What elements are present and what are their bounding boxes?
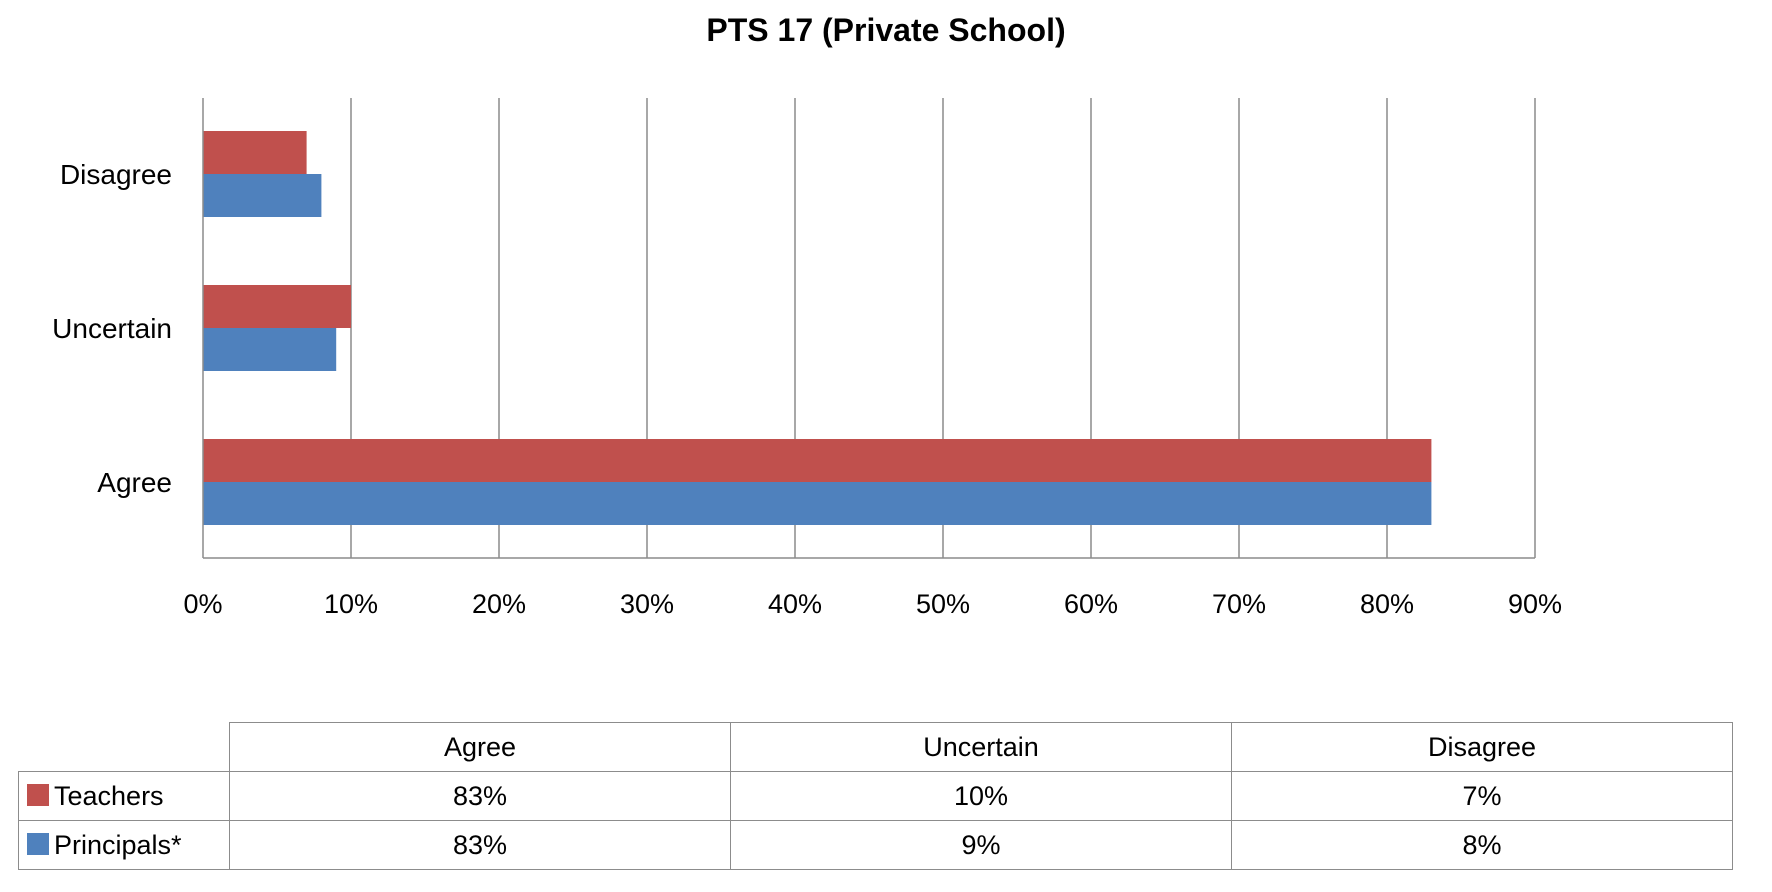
table-cell-principals-disagree: 8%	[1231, 820, 1733, 870]
bar-teachers-agree	[203, 439, 1432, 482]
table-cell-teachers-uncertain: 10%	[730, 771, 1232, 821]
x-tick-label-30: 30%	[620, 589, 674, 619]
x-tick-label-50: 50%	[916, 589, 970, 619]
table-row-teachers: Teachers 83% 10% 7%	[18, 771, 1733, 821]
bar-teachers-disagree	[203, 131, 307, 174]
x-tick-label-20: 20%	[472, 589, 526, 619]
table-cell-teachers-disagree: 7%	[1231, 771, 1733, 821]
table-header-disagree: Disagree	[1231, 722, 1733, 772]
legend-entry-teachers: Teachers	[18, 771, 230, 821]
table-header-row: Agree Uncertain Disagree	[18, 722, 1733, 772]
principals-swatch	[27, 833, 49, 856]
axes	[202, 98, 1535, 559]
x-tick-label-90: 90%	[1508, 589, 1562, 619]
teachers-swatch	[27, 784, 49, 807]
bar-principals-agree	[203, 482, 1432, 525]
x-tick-label-70: 70%	[1212, 589, 1266, 619]
axis-labels: 0% 10% 20% 30% 40% 50% 60% 70% 80% 90% Agree Uncert…	[52, 159, 1562, 619]
table-cell-principals-uncertain: 9%	[730, 820, 1232, 870]
x-tick-label-10: 10%	[324, 589, 378, 619]
bar-principals-disagree	[203, 174, 322, 217]
y-category-label-disagree: Disagree	[60, 159, 172, 190]
y-category-label-uncertain: Uncertain	[52, 313, 172, 344]
x-tick-label-40: 40%	[768, 589, 822, 619]
legend-entry-principals: Principals*	[18, 820, 230, 870]
bar-teachers-uncertain	[203, 285, 351, 328]
y-category-label-agree: Agree	[97, 467, 172, 498]
legend-label-teachers: Teachers	[54, 780, 164, 811]
table-cell-principals-agree: 83%	[229, 820, 731, 870]
table-header-uncertain: Uncertain	[730, 722, 1232, 772]
x-tick-label-80: 80%	[1360, 589, 1414, 619]
x-tick-label-0: 0%	[183, 589, 222, 619]
table-row-principals: Principals* 83% 9% 8%	[18, 820, 1733, 870]
table-corner-cell	[18, 722, 230, 772]
x-tick-label-60: 60%	[1064, 589, 1118, 619]
bar-principals-uncertain	[203, 328, 337, 371]
table-header-agree: Agree	[229, 722, 731, 772]
chart-title: PTS 17 (Private School)	[706, 12, 1066, 48]
bar-chart: 0% 10% 20% 30% 40% 50% 60% 70% 80% 90% Agree Uncert…	[52, 98, 1562, 619]
legend-label-principals: Principals*	[54, 829, 182, 860]
bars	[203, 131, 1432, 525]
table-cell-teachers-agree: 83%	[229, 771, 731, 821]
data-table: Agree Uncertain Disagree Teachers 83% 10…	[18, 722, 1733, 870]
